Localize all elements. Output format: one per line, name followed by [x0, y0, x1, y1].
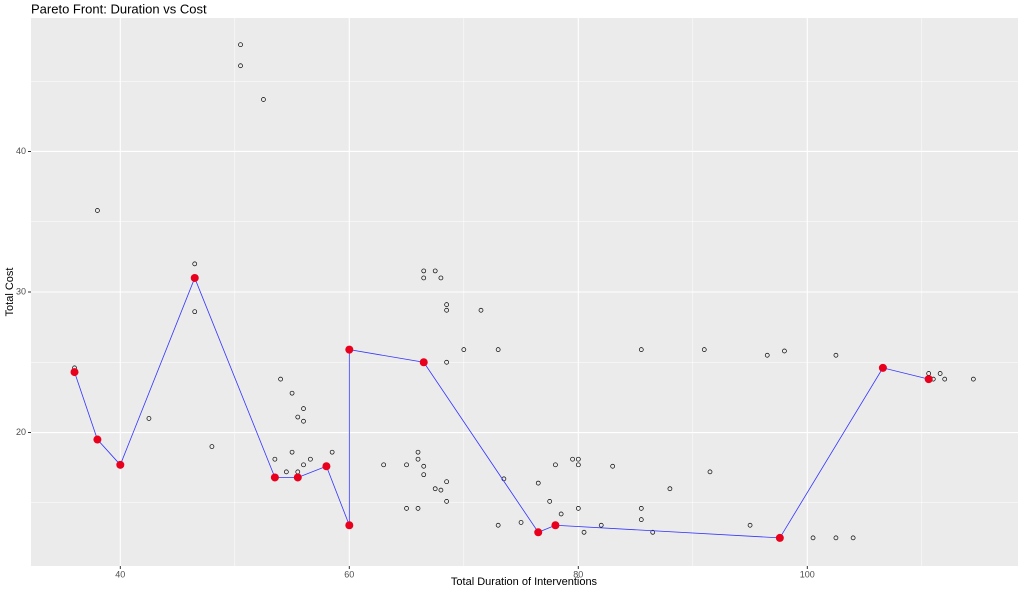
point — [421, 268, 427, 274]
point — [444, 499, 449, 504]
point — [598, 522, 604, 528]
front-point — [419, 358, 428, 367]
front-point — [878, 363, 887, 372]
front-point — [93, 435, 102, 444]
point — [638, 506, 644, 511]
front-point — [322, 462, 331, 471]
point — [547, 499, 553, 504]
x-tick-label: 60 — [344, 569, 354, 579]
point — [415, 456, 421, 462]
point — [701, 347, 707, 352]
point — [570, 456, 575, 462]
front-point — [551, 521, 560, 530]
point — [810, 535, 816, 541]
point — [289, 390, 295, 396]
front-point — [924, 375, 933, 384]
chart-title: Pareto Front: Duration vs Cost — [31, 1, 207, 16]
point — [192, 309, 198, 315]
point — [421, 275, 427, 281]
point — [575, 462, 581, 468]
point — [495, 347, 501, 352]
point — [638, 517, 644, 522]
point — [650, 529, 656, 535]
front-point — [293, 473, 302, 482]
point — [283, 469, 289, 475]
point — [438, 275, 444, 281]
y-tick-label: 30 — [16, 286, 26, 296]
point — [421, 463, 427, 469]
point — [478, 307, 484, 313]
point — [329, 449, 335, 455]
front-point — [70, 368, 79, 377]
point — [415, 506, 421, 511]
y-tick-label: 20 — [16, 427, 26, 437]
point — [764, 352, 770, 358]
point — [432, 486, 438, 492]
point — [444, 302, 449, 307]
front-point — [775, 533, 784, 542]
point — [278, 376, 283, 382]
point — [295, 414, 301, 420]
point — [553, 462, 558, 468]
y-axis-label: Total Cost — [4, 268, 16, 317]
point — [238, 42, 243, 48]
point — [518, 520, 524, 525]
point — [707, 469, 713, 475]
point — [833, 352, 839, 358]
front-point — [190, 273, 199, 282]
point — [289, 449, 295, 455]
x-tick-label: 40 — [115, 569, 125, 579]
front-point — [345, 345, 354, 354]
point — [192, 261, 198, 267]
front-point — [116, 460, 125, 469]
point — [301, 462, 306, 468]
point — [610, 463, 616, 469]
point — [301, 418, 306, 424]
point — [937, 371, 943, 376]
point — [575, 456, 581, 462]
point — [308, 456, 313, 462]
point — [438, 487, 444, 493]
point — [404, 462, 409, 468]
point — [782, 348, 787, 354]
point — [747, 522, 753, 528]
x-tick-label: 100 — [800, 569, 815, 579]
point — [575, 506, 581, 511]
point — [444, 307, 449, 313]
point — [301, 406, 306, 411]
point — [421, 472, 427, 478]
point — [415, 449, 421, 455]
y-tick-label: 40 — [16, 146, 26, 156]
point — [581, 529, 587, 535]
point — [146, 416, 152, 421]
point — [444, 359, 449, 365]
point — [942, 376, 948, 382]
point — [238, 63, 243, 69]
point — [461, 347, 467, 352]
x-axis-label: Total Duration of Interventions — [451, 576, 598, 588]
point — [432, 268, 438, 274]
point — [404, 506, 409, 511]
point — [261, 97, 266, 102]
point — [444, 479, 449, 485]
point — [381, 462, 387, 468]
point — [970, 376, 976, 382]
point — [833, 535, 839, 541]
front-point — [534, 528, 543, 537]
point — [95, 208, 100, 213]
point — [850, 535, 856, 541]
point — [558, 511, 564, 517]
point — [638, 347, 644, 352]
point — [272, 456, 278, 462]
point — [209, 444, 215, 449]
front-point — [270, 473, 279, 482]
x-tick-label: 80 — [573, 569, 583, 579]
point — [495, 522, 501, 528]
point — [667, 486, 673, 492]
front-point — [345, 521, 354, 530]
point — [535, 480, 541, 486]
